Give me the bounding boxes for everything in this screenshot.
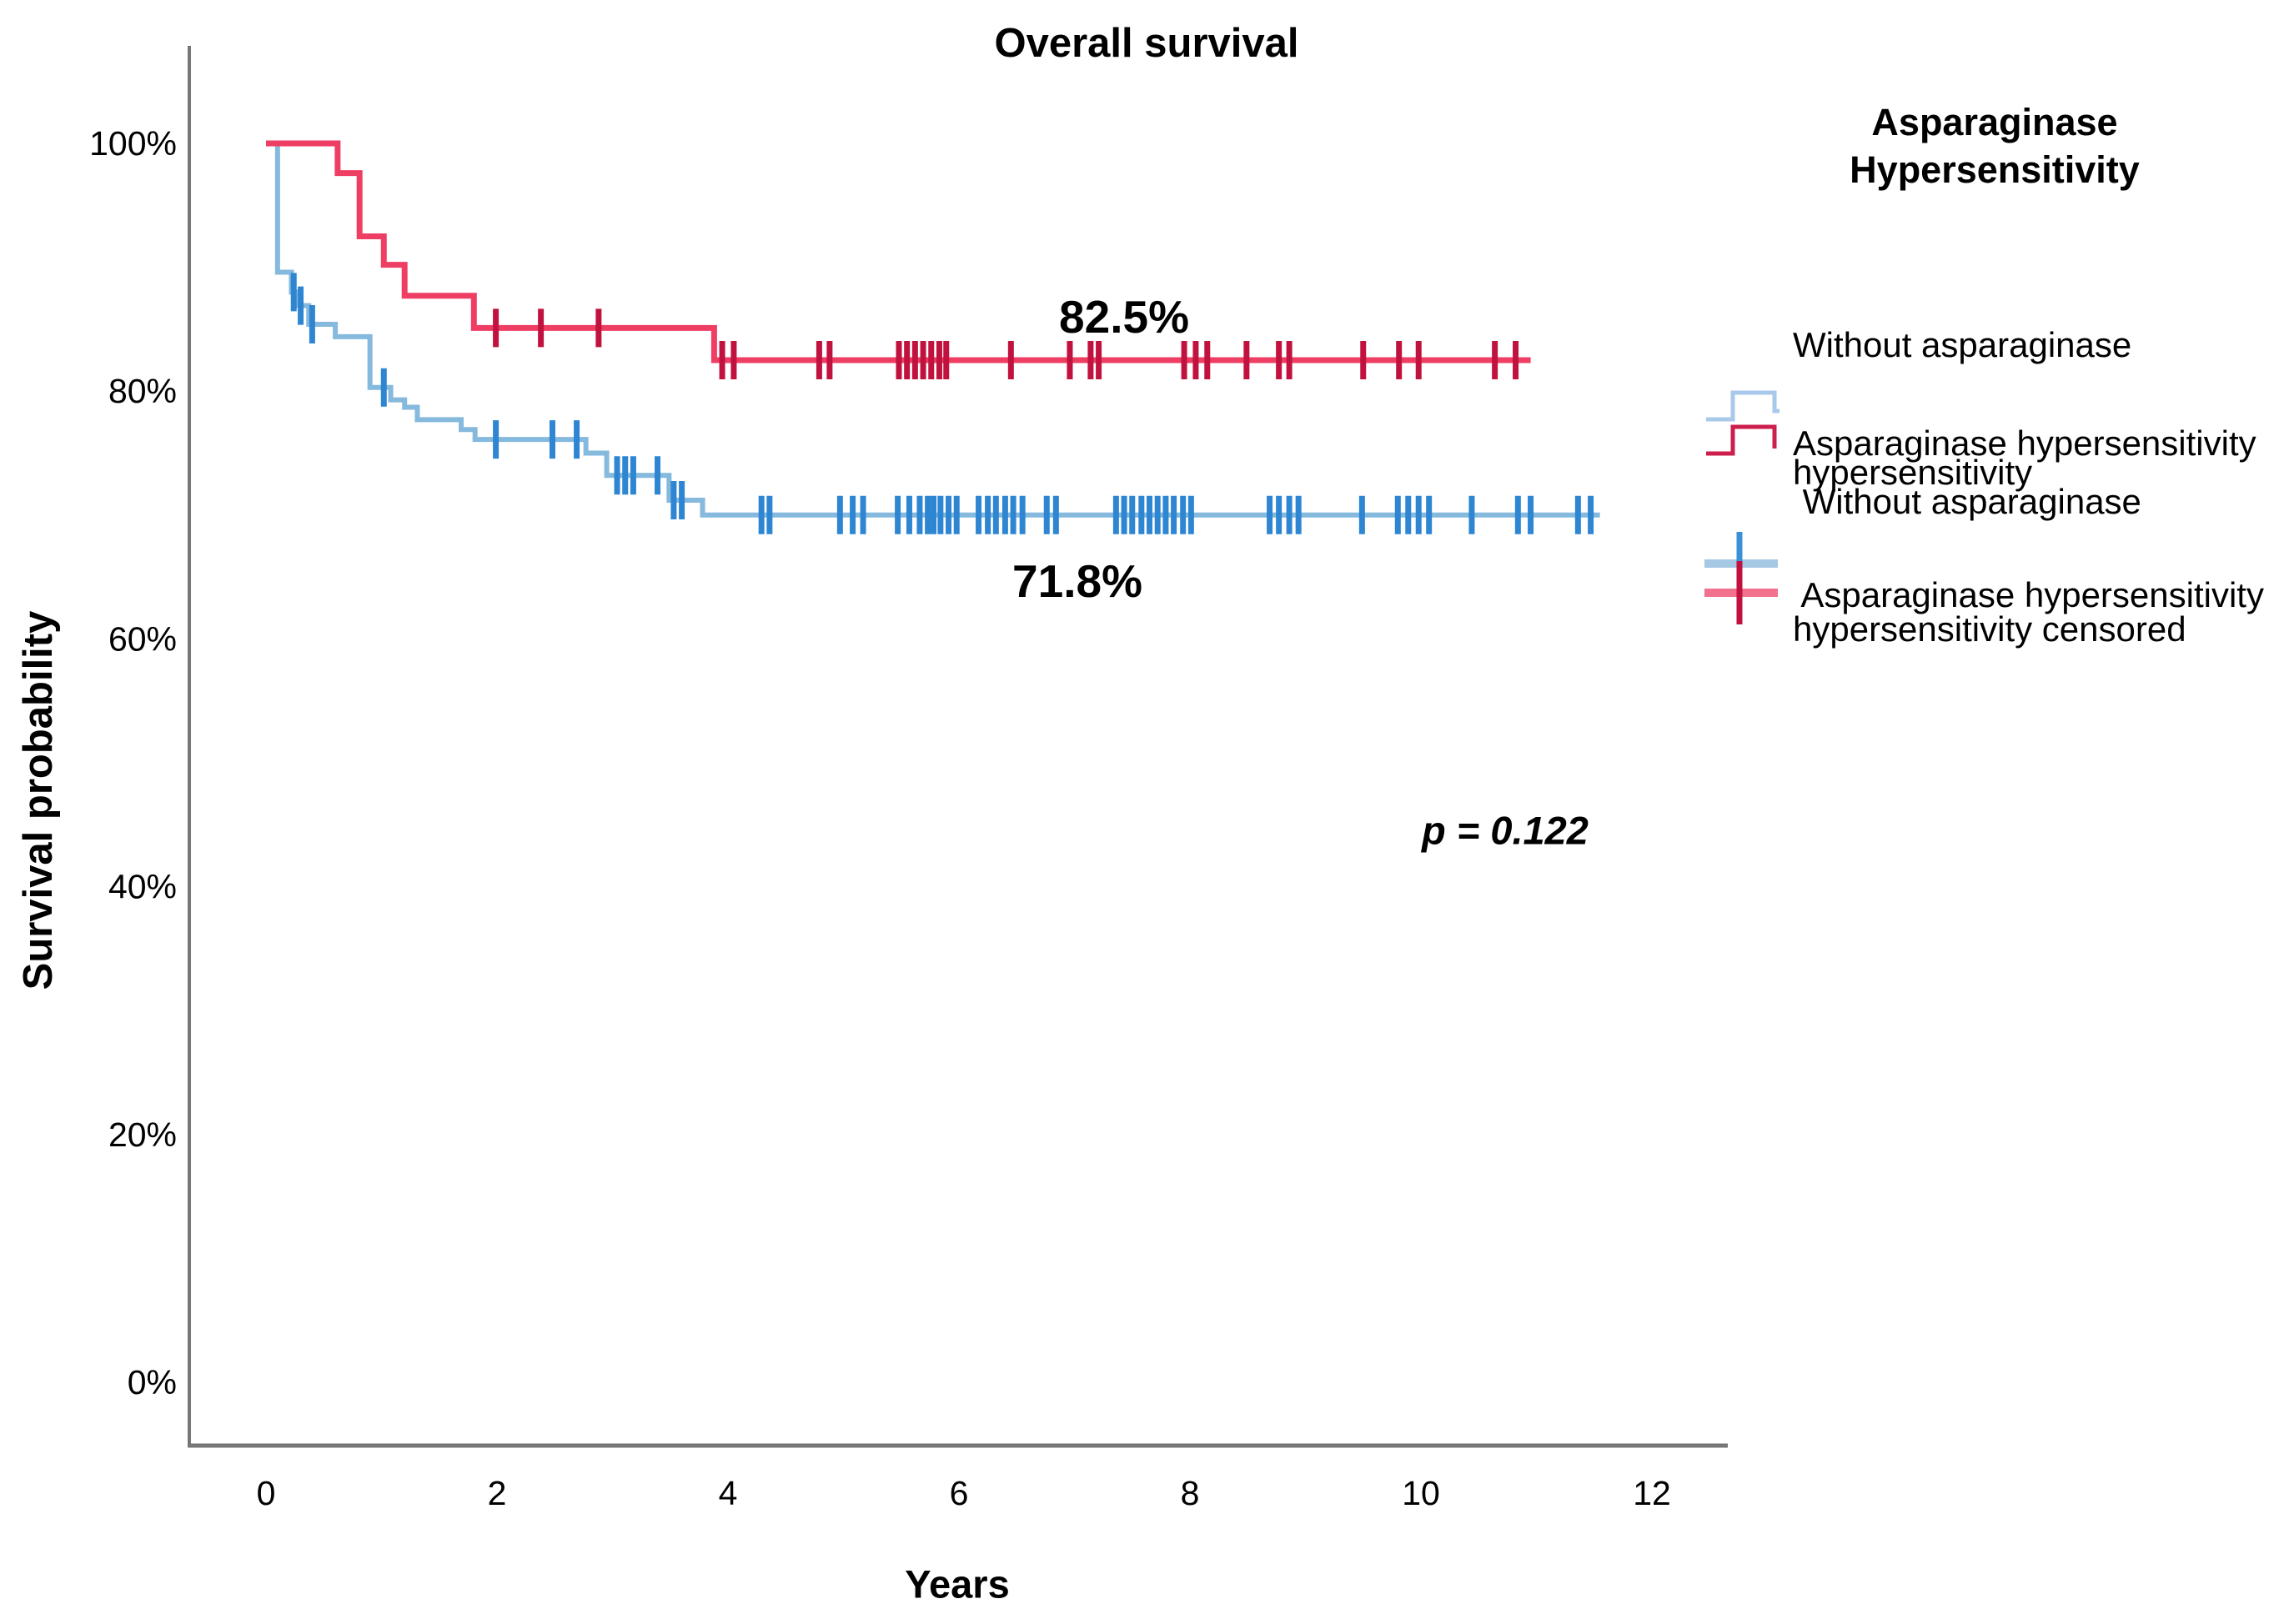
red-step-line-icon [1703, 412, 1793, 474]
y-tick-label: 40% [108, 868, 177, 906]
y-tick-label: 100% [89, 124, 177, 163]
x-tick-label: 2 [488, 1474, 507, 1512]
legend-item-hypersensitivity-censored: Asparaginase hypersensitivity [1703, 489, 2264, 701]
legend-item-hypersensitivity: Asparaginase hypersensitivity [1703, 337, 2256, 549]
legend: Asparaginase Hypersensitivity Without as… [1703, 98, 2286, 649]
x-tick-label: 8 [1181, 1474, 1200, 1512]
blue-curve-value-label: 71.8% [1012, 555, 1142, 607]
y-tick-label: 0% [128, 1363, 177, 1401]
y-tick-label: 60% [108, 619, 177, 658]
legend-title: Asparaginase Hypersensitivity [1703, 98, 2286, 193]
x-tick-label: 12 [1633, 1474, 1671, 1512]
x-tick-label: 10 [1402, 1474, 1440, 1512]
x-tick-label: 0 [257, 1474, 276, 1512]
y-tick-label: 80% [108, 372, 177, 410]
blue-step-line-icon [1703, 378, 1793, 440]
legend-item-label: Without asparaginase hypersensitivity ce… [1793, 482, 2186, 649]
y-axis-title: Survival probability [16, 610, 61, 990]
x-axis-title: Years [905, 1561, 1010, 1606]
red-censor-plus-icon [1703, 554, 1793, 635]
x-tick-label: 6 [950, 1474, 969, 1512]
legend-item-label: Without asparaginase hypersensitivity [1793, 325, 2132, 492]
legend-item-label: Asparaginase hypersensitivity [1793, 575, 2264, 614]
red-survival-curve [266, 140, 1531, 363]
legend-title-line1: Asparaginase [1871, 101, 2118, 143]
legend-title-line2: Hypersensitivity [1850, 148, 2140, 191]
y-tick-label: 20% [108, 1115, 177, 1154]
legend-item-without-hypersensitivity: Without asparaginase hypersensitivity [1703, 238, 2131, 579]
legend-item-label: Asparaginase hypersensitivity [1793, 424, 2256, 463]
red-curve-value-label: 82.5% [1059, 291, 1189, 343]
x-tick-label: 4 [719, 1474, 738, 1512]
blue-survival-curve [266, 141, 1600, 518]
p-value-label: p = 0.122 [1422, 808, 1589, 853]
chart-title: Overall survival [994, 21, 1299, 66]
